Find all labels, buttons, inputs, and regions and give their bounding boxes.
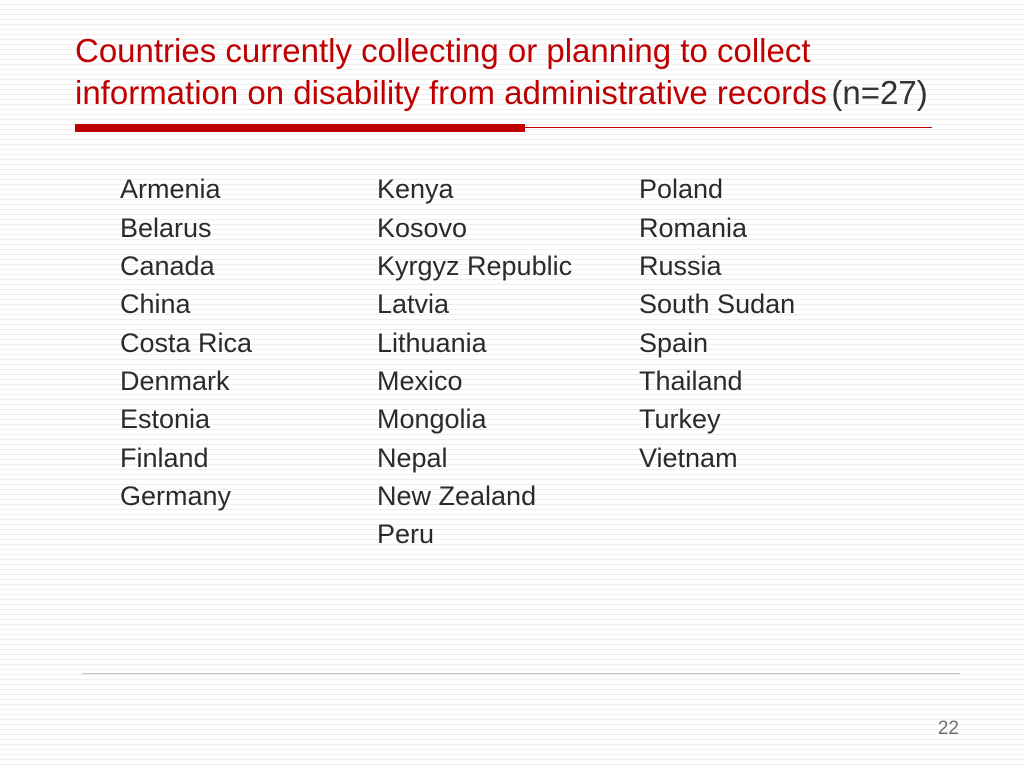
list-item: Vietnam [639, 439, 795, 477]
list-item: Spain [639, 324, 795, 362]
list-item: Kosovo [377, 209, 639, 247]
list-item: Finland [120, 439, 377, 477]
list-item: Denmark [120, 362, 377, 400]
country-columns: Armenia Belarus Canada China Costa Rica … [75, 170, 964, 553]
slide-title-main: Countries currently collecting or planni… [75, 32, 827, 111]
list-item: China [120, 285, 377, 323]
list-item: Costa Rica [120, 324, 377, 362]
list-item: Poland [639, 170, 795, 208]
list-item: Thailand [639, 362, 795, 400]
list-item: Kenya [377, 170, 639, 208]
list-item: Mexico [377, 362, 639, 400]
list-item: Canada [120, 247, 377, 285]
list-item: Lithuania [377, 324, 639, 362]
title-underline [75, 124, 964, 132]
slide-title-sub: (n=27) [831, 74, 927, 111]
list-item: Peru [377, 515, 639, 553]
page-number: 22 [938, 718, 959, 740]
title-underline-thin [525, 127, 932, 128]
list-item: Kyrgyz Republic [377, 247, 639, 285]
country-column-1: Armenia Belarus Canada China Costa Rica … [120, 170, 377, 553]
list-item: Mongolia [377, 400, 639, 438]
country-column-2: Kenya Kosovo Kyrgyz Republic Latvia Lith… [377, 170, 639, 553]
list-item: Romania [639, 209, 795, 247]
list-item: Latvia [377, 285, 639, 323]
bottom-divider [82, 673, 960, 674]
list-item: Nepal [377, 439, 639, 477]
list-item: Turkey [639, 400, 795, 438]
country-column-3: Poland Romania Russia South Sudan Spain … [639, 170, 795, 553]
list-item: Belarus [120, 209, 377, 247]
list-item: Estonia [120, 400, 377, 438]
slide-title-block: Countries currently collecting or planni… [75, 30, 964, 114]
slide: Countries currently collecting or planni… [0, 0, 1024, 768]
title-underline-thick [75, 124, 525, 132]
list-item: New Zealand [377, 477, 639, 515]
list-item: Russia [639, 247, 795, 285]
list-item: South Sudan [639, 285, 795, 323]
list-item: Armenia [120, 170, 377, 208]
list-item: Germany [120, 477, 377, 515]
